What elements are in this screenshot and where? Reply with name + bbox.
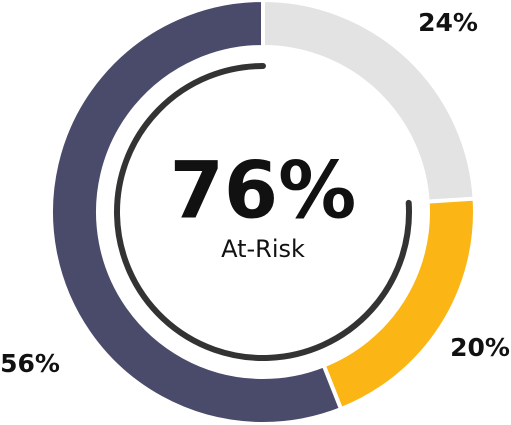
center-value: 76% <box>170 146 357 236</box>
donut-segment <box>49 0 344 425</box>
inner-ring <box>114 63 412 361</box>
data-label: 20% <box>450 333 510 362</box>
data-label: 24% <box>418 8 478 37</box>
center-label: At-Risk <box>221 235 305 263</box>
data-label: 56% <box>0 349 60 378</box>
